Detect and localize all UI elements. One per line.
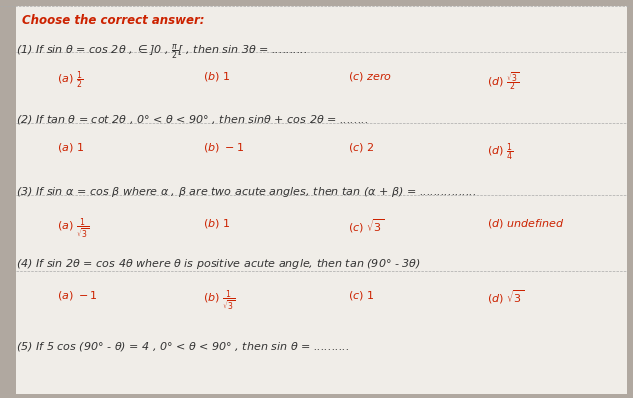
Text: $(a)\ \frac{1}{2}$: $(a)\ \frac{1}{2}$ bbox=[57, 70, 83, 91]
Text: $(b)\ 1$: $(b)\ 1$ bbox=[203, 70, 230, 83]
Text: $(a)\ \frac{1}{\sqrt{3}}$: $(a)\ \frac{1}{\sqrt{3}}$ bbox=[57, 217, 89, 242]
Text: (3) If sin $\alpha$ = cos $\beta$ where $\alpha$ , $\beta$ are two acute angles,: (3) If sin $\alpha$ = cos $\beta$ where … bbox=[16, 185, 476, 199]
Text: (1) If sin $\theta$ = cos 2$\theta$ , $\in$]0 , $\frac{\pi}{2}$[ , then sin 3$\t: (1) If sin $\theta$ = cos 2$\theta$ , $\… bbox=[16, 42, 307, 60]
Text: (2) If tan $\theta$ = cot 2$\theta$ , 0° < $\theta$ < 90° , then sin$\theta$ + c: (2) If tan $\theta$ = cot 2$\theta$ , 0°… bbox=[16, 113, 368, 127]
Text: $(d)\ \frac{1}{4}$: $(d)\ \frac{1}{4}$ bbox=[487, 141, 514, 163]
Text: $(c)\ 1$: $(c)\ 1$ bbox=[348, 289, 375, 302]
Text: $(a)\ 1$: $(a)\ 1$ bbox=[57, 141, 84, 154]
Text: $(d)\ undefined$: $(d)\ undefined$ bbox=[487, 217, 565, 230]
Text: $(d)\ \sqrt{3}$: $(d)\ \sqrt{3}$ bbox=[487, 289, 525, 306]
Text: (5) If 5 cos (90° - $\theta$) = 4 , 0° < $\theta$ < 90° , then sin $\theta$ = ..: (5) If 5 cos (90° - $\theta$) = 4 , 0° <… bbox=[16, 340, 349, 353]
Text: $(c)\ \sqrt{3}$: $(c)\ \sqrt{3}$ bbox=[348, 217, 384, 234]
Text: $(b)\ 1$: $(b)\ 1$ bbox=[203, 217, 230, 230]
Text: $(c)\ zero$: $(c)\ zero$ bbox=[348, 70, 392, 83]
FancyBboxPatch shape bbox=[16, 6, 627, 394]
Text: $(d)\ \frac{\sqrt{3}}{2}$: $(d)\ \frac{\sqrt{3}}{2}$ bbox=[487, 70, 520, 92]
Text: $(c)\ 2$: $(c)\ 2$ bbox=[348, 141, 375, 154]
Text: Choose the correct answer:: Choose the correct answer: bbox=[22, 14, 204, 27]
Text: $(a)\ -1$: $(a)\ -1$ bbox=[57, 289, 97, 302]
Text: (4) If sin 2$\theta$ = cos 4$\theta$ where $\theta$ is positive acute angle, the: (4) If sin 2$\theta$ = cos 4$\theta$ whe… bbox=[16, 257, 421, 271]
Text: $(b)\ -1$: $(b)\ -1$ bbox=[203, 141, 244, 154]
Text: $(b)\ \frac{1}{\sqrt{3}}$: $(b)\ \frac{1}{\sqrt{3}}$ bbox=[203, 289, 235, 314]
